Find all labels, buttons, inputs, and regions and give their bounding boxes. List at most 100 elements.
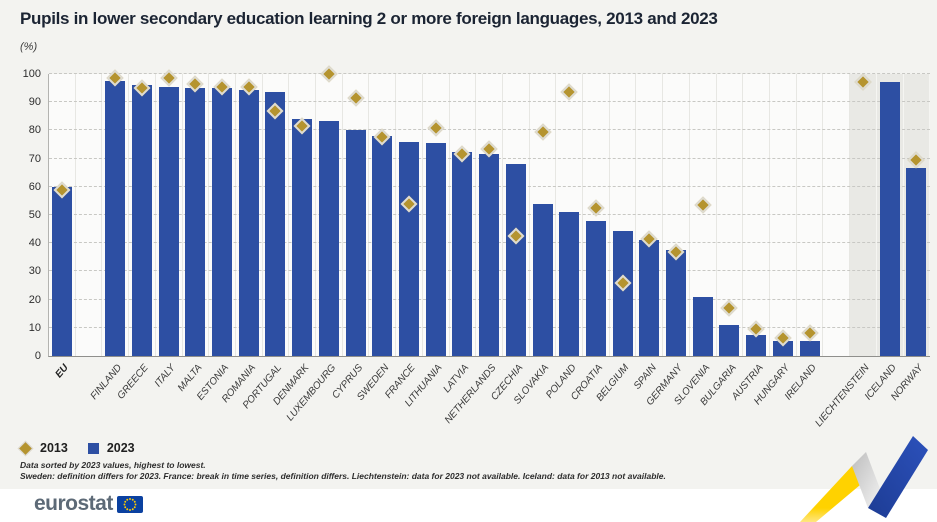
spacer-column <box>823 74 851 356</box>
marker-2013-lithuania <box>427 119 445 137</box>
bar-2023-slovenia <box>692 296 713 356</box>
column-denmark: DENMARK <box>271 74 317 407</box>
column-bulgaria: BULGARIA <box>698 74 744 408</box>
bar-2023-ireland <box>799 340 820 356</box>
y-axis-tick-30: 30 <box>28 265 41 278</box>
bar-2023-sweden <box>372 136 393 356</box>
zigzag-ribbon-icon <box>800 436 928 522</box>
column-slovenia: SLOVENIA <box>672 74 717 407</box>
legend-2013-label: 2013 <box>40 441 68 455</box>
unit-label: (%) <box>20 41 38 53</box>
bar-2023-netherlands <box>479 154 500 356</box>
bar-2023-hungary <box>772 340 793 356</box>
bar-2023-portugal <box>265 92 286 356</box>
y-axis-tick-100: 100 <box>22 68 41 80</box>
column-greece: GREECE <box>116 74 156 402</box>
columns-container: EU FINLAND GREECE ITALY MALTA ESTONIA ROMANIA P… <box>49 65 931 429</box>
column-malta: MALTA <box>176 74 210 394</box>
y-axis-tick-0: 0 <box>34 350 41 362</box>
y-axis-tick-90: 90 <box>28 96 41 109</box>
column-hungary: HUNGARY <box>752 74 797 407</box>
column-italy: ITALY <box>153 69 183 389</box>
bar-2023-lithuania <box>425 143 446 356</box>
chart-title: Pupils in lower secondary education lear… <box>20 9 718 28</box>
column-croatia: CROATIA <box>569 74 610 403</box>
bar-2023-iceland <box>879 82 900 356</box>
column-romania: ROMANIA <box>220 74 263 405</box>
column-czechia: CZECHIA <box>489 74 530 403</box>
column-spain: SPAIN <box>631 74 664 392</box>
bar-2023-luxembourg <box>318 120 339 356</box>
column-slovakia: SLOVAKIA <box>512 74 557 407</box>
gridline <box>49 129 930 131</box>
eurostat-logo: eurostat <box>34 492 113 515</box>
y-axis-tick-40: 40 <box>28 237 41 250</box>
bar-2023-austria <box>746 334 767 356</box>
y-axis-tick-70: 70 <box>28 152 41 165</box>
bar-2023-spain <box>639 240 660 356</box>
bar-2023-estonia <box>212 88 233 356</box>
footnote-definitions: Sweden: definition differs for 2023. Fra… <box>20 471 666 481</box>
column-iceland: ICELAND <box>863 74 904 402</box>
footnote-sorting: Data sorted by 2023 values, highest to l… <box>20 460 206 470</box>
bar-2023-finland <box>105 81 126 356</box>
gridline <box>49 73 930 74</box>
plot-area: EU FINLAND GREECE ITALY MALTA ESTONIA ROMANIA P… <box>23 65 931 429</box>
footer-bar: eurostat <box>0 489 937 522</box>
bar-2023-slovakia <box>532 203 553 356</box>
legend-2023-square-icon <box>87 442 99 454</box>
eu-flag-icon <box>117 496 143 513</box>
column-finland: FINLAND <box>89 69 130 402</box>
column-netherlands: NETHERLANDS <box>443 74 503 426</box>
column-cyprus: CYPRUS <box>330 74 370 401</box>
y-axis-tick-50: 50 <box>28 209 41 221</box>
column-estonia: ESTONIA <box>195 74 236 403</box>
marker-2013-slovenia <box>694 196 712 214</box>
y-axis-tick-60: 60 <box>28 180 41 193</box>
column-lithuania: LITHUANIA <box>403 74 450 409</box>
column-norway: NORWAY <box>889 74 931 403</box>
bar-2023-italy <box>158 86 179 356</box>
bar-2023-norway <box>906 168 927 356</box>
bar-2023-belgium <box>612 230 633 356</box>
legend-2023-label: 2023 <box>106 441 135 455</box>
column-liechtenstein: LIECHTENSTEIN <box>814 73 877 429</box>
column-portugal: PORTUGAL <box>241 74 290 411</box>
y-axis-tick-10: 10 <box>28 321 41 334</box>
y-axis-tick-20: 20 <box>28 293 41 306</box>
bar-2023-croatia <box>585 220 606 356</box>
bar-2023-poland <box>559 212 580 356</box>
bar-2023-malta <box>185 88 206 356</box>
column-ireland: IRELAND <box>783 74 824 402</box>
marker-2013-bulgaria <box>720 299 738 317</box>
legend: 2013 2023 <box>17 440 135 456</box>
bar-2023-latvia <box>452 151 473 356</box>
bar-2023-romania <box>238 89 259 356</box>
column-france: FRANCE <box>384 74 423 401</box>
bar-2023-greece <box>131 85 152 356</box>
marker-2013-norway <box>907 151 925 169</box>
bar-2023-eu <box>51 186 72 356</box>
bar-2023-bulgaria <box>719 324 740 356</box>
marker-2013-cyprus <box>347 89 365 107</box>
column-luxembourg: LUXEMBOURG <box>284 65 343 423</box>
marker-2013-poland <box>560 83 578 101</box>
column-eu: EU <box>49 74 76 380</box>
column-sweden: SWEDEN <box>355 74 397 403</box>
spacer-column <box>76 74 103 356</box>
column-austria: AUSTRIA <box>729 74 770 402</box>
column-germany: GERMANY <box>645 74 690 408</box>
y-axis-tick-80: 80 <box>28 124 41 137</box>
footnotes: Data sorted by 2023 values, highest to l… <box>20 460 900 482</box>
legend-2013-diamond-icon <box>17 440 34 456</box>
bar-2023-denmark <box>292 119 313 356</box>
gridline <box>49 101 930 103</box>
marker-2013-slovakia <box>534 123 551 141</box>
marker-2013-liechtenstein <box>854 73 872 91</box>
bar-2023-czechia <box>505 164 526 356</box>
marker-2013-luxembourg <box>320 65 338 83</box>
bar-2023-france <box>398 141 419 356</box>
column-poland: POLAND <box>544 74 584 401</box>
bar-2023-germany <box>666 250 687 356</box>
